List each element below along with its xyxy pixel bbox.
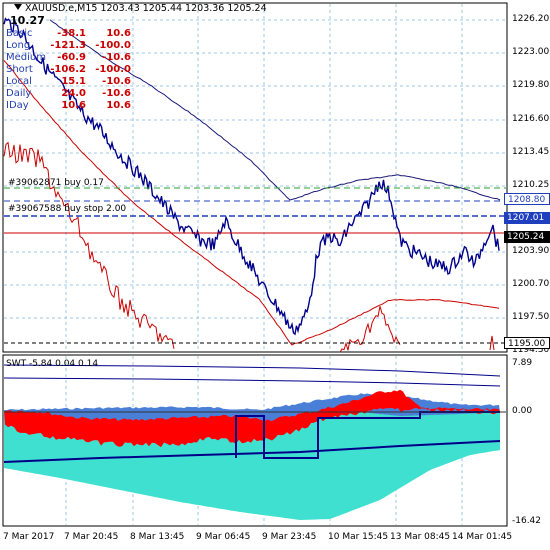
stats-row: Short -106.2 -100.0 <box>6 64 131 76</box>
stats-row: Daily 24.0 -10.6 <box>6 88 131 100</box>
stop-price-tag: 1207.01 <box>504 212 550 224</box>
time-axis-label: 14 Mar 01:45 <box>452 532 513 542</box>
main-chart-frame <box>2 2 508 353</box>
buy-price-tag: 1208.80 <box>504 193 550 205</box>
red-ma-line <box>3 60 500 346</box>
stats-value-2: -100.0 <box>95 64 131 75</box>
stats-row: Basic -38.1 10.6 <box>6 28 131 40</box>
stats-value-2: 10.6 <box>106 100 131 111</box>
time-axis-label: 7 Mar 20:45 <box>64 532 119 542</box>
time-axis-label: 9 Mar 06:45 <box>196 532 251 542</box>
indicator-axis-label: 7.89 <box>512 358 533 368</box>
stats-value-2: -10.6 <box>102 88 131 99</box>
price-axis-label: 1203.90 <box>512 246 550 256</box>
stats-label: Medium <box>6 52 46 63</box>
stats-label: Local <box>6 76 32 87</box>
stats-table: Basic -38.1 10.6 Long -121.3 -100.0 Medium -6… <box>6 28 131 112</box>
price-axis-label: 1226.20 <box>512 14 550 24</box>
chart-series <box>3 17 501 353</box>
swt-upper-line <box>3 364 501 377</box>
order-label-buy[interactable]: #39062871 buy 0.17 <box>8 178 104 188</box>
stats-value-2: -10.6 <box>102 76 131 87</box>
symbol-info: XAUUSD.e,M15 1203.43 1205.44 1203.36 120… <box>25 3 267 14</box>
red-oscillator-line-2 <box>339 306 401 353</box>
swt-step-line <box>235 411 500 459</box>
stats-value-1: -106.2 <box>50 64 86 75</box>
stats-row: Local 15.1 -10.6 <box>6 76 131 88</box>
indicator-label: SWT -5.84 0.04 0.14 <box>6 359 99 369</box>
low-price-tag: 1195.00 <box>504 337 550 349</box>
stats-label: Daily <box>6 88 32 99</box>
time-axis-label: 10 Mar 15:45 <box>328 532 389 542</box>
stats-label: Long <box>6 40 31 51</box>
navy-ma-line <box>49 19 501 201</box>
time-axis-label: 8 Mar 13:45 <box>130 532 185 542</box>
price-axis-label: 1194.30 <box>512 345 550 355</box>
red-oscillator-spike <box>489 335 495 351</box>
indicator-value: 10.27 <box>10 14 45 27</box>
stats-label: Short <box>6 64 33 75</box>
order-levels <box>4 187 506 344</box>
price-axis-label: 1219.80 <box>512 80 550 90</box>
time-axis-label: 13 Mar 08:45 <box>390 532 451 542</box>
indicator-axis-label: -16.42 <box>512 516 542 526</box>
stats-value-1: -38.1 <box>57 28 86 39</box>
swt-red-area <box>4 389 500 448</box>
price-axis-label: 1197.50 <box>512 312 550 322</box>
red-oscillator-line <box>3 141 175 349</box>
stats-value-1: 24.0 <box>61 88 86 99</box>
price-series <box>3 17 500 336</box>
stats-value-2: 10.6 <box>106 28 131 39</box>
price-axis-label: 1216.60 <box>512 114 550 124</box>
price-axis-label: 1210.25 <box>512 180 550 190</box>
swt-upper-line-2 <box>3 377 501 387</box>
current-price-tag: 1205.24 <box>504 231 550 243</box>
stats-row: Long -121.3 -100.0 <box>6 40 131 52</box>
price-axis-label: 1213.45 <box>512 147 550 157</box>
symbol-header: XAUUSD.e,M15 1203.43 1205.44 1203.36 120… <box>14 3 267 14</box>
stats-value-2: -10.6 <box>102 52 131 63</box>
price-axis-label: 1200.70 <box>512 279 550 289</box>
time-axis-label: 9 Mar 23:45 <box>262 532 317 542</box>
stats-row: Medium -60.9 -10.6 <box>6 52 131 64</box>
price-axis-label: 1223.00 <box>512 47 550 57</box>
indicator-axis-label: 0.00 <box>512 406 533 416</box>
stats-value-1: 10.6 <box>61 100 86 111</box>
swt-histogram <box>3 364 506 520</box>
stats-row: IDay 10.6 10.6 <box>6 100 131 112</box>
stats-label: IDay <box>6 100 29 111</box>
time-axis-label: 7 Mar 2017 <box>3 532 55 542</box>
order-label-buy-stop[interactable]: #39067588 buy stop 2.00 <box>8 204 127 214</box>
stats-value-2: -100.0 <box>95 40 131 51</box>
stats-value-1: -60.9 <box>57 52 86 63</box>
stats-label: Basic <box>6 28 33 39</box>
dropdown-triangle-icon[interactable] <box>14 4 22 10</box>
indicator-frame <box>2 354 508 527</box>
stats-value-1: -121.3 <box>50 40 86 51</box>
stats-value-1: 15.1 <box>61 76 86 87</box>
swt-signal-line <box>3 440 501 463</box>
